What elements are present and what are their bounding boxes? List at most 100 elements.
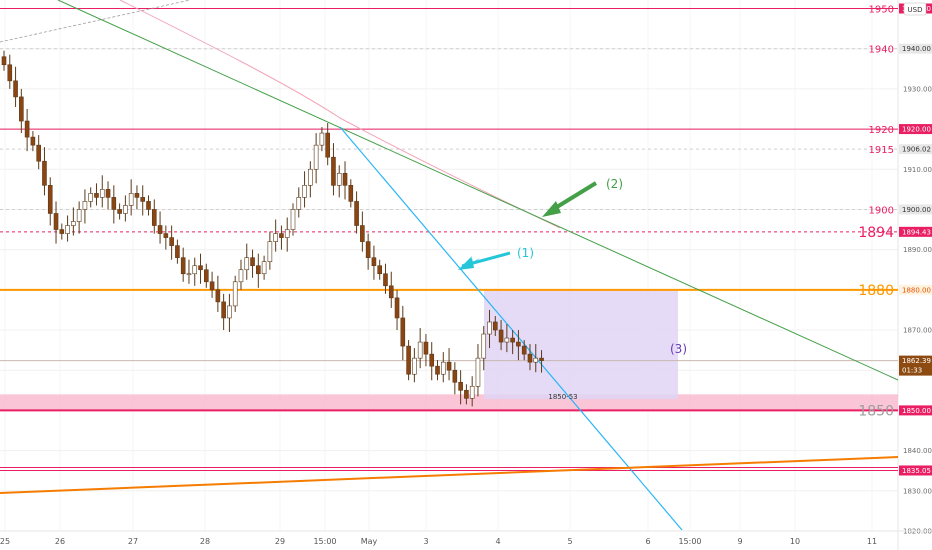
y-tick-label: 1840.00: [903, 447, 932, 455]
annotation-3: (3): [670, 342, 687, 356]
candle-body: [198, 265, 203, 271]
candle-body: [140, 197, 146, 202]
x-tick-label: 11: [867, 537, 877, 546]
candle-body: [7, 64, 13, 82]
x-tick-label: 26: [55, 537, 65, 546]
candle-body: [290, 209, 296, 230]
candle-body: [53, 213, 59, 230]
zone-label: 1850-53: [548, 393, 577, 401]
price-tag-bg: [899, 355, 932, 376]
price-tag-1835.05: 1835.05: [902, 467, 931, 475]
candle-body: [221, 301, 226, 319]
candle-body: [492, 321, 498, 331]
candle-body: [111, 197, 117, 210]
candle-body: [47, 185, 53, 214]
candle-body: [215, 289, 221, 303]
candle-body: [146, 201, 151, 210]
trendline-orange-rising: [0, 456, 899, 494]
candle-body: [440, 361, 446, 375]
candle-body: [36, 144, 41, 162]
countdown-label: 01:33: [902, 367, 922, 375]
candle-body: [354, 201, 359, 226]
candle-body: [238, 269, 244, 283]
candle-body: [400, 317, 406, 347]
candle-body: [371, 257, 377, 267]
level-label-1940: 1940: [869, 45, 894, 56]
candle-body: [423, 341, 429, 355]
candle-body: [227, 305, 232, 319]
x-tick-label: 15:00: [678, 537, 701, 546]
candle-body: [123, 205, 128, 214]
y-tick-label: 1890.00: [903, 246, 932, 254]
candle-body: [417, 341, 423, 359]
level-label-1880: 1880: [858, 283, 894, 299]
support-zone-1850-53: [0, 394, 898, 411]
candle-body: [76, 209, 82, 222]
candle-body: [71, 221, 76, 226]
level-label-1920: 1920: [869, 125, 894, 136]
candle-body: [498, 329, 504, 343]
price-tag-bg: [899, 43, 932, 54]
candle-body: [435, 365, 440, 375]
candle-body: [24, 120, 30, 138]
x-tick-label: 15:00: [313, 537, 336, 546]
currency-box[interactable]: [903, 2, 927, 16]
candle-body: [175, 245, 180, 258]
annotation-2: (2): [606, 177, 623, 191]
candle-body: [516, 341, 521, 347]
x-axis[interactable]: 25 26 27 28 29 15:00 May 3 4 5 6 15:00 9 10 11: [0, 530, 932, 546]
candle-body: [342, 172, 348, 186]
candle-body: [273, 233, 278, 242]
candle-body: [169, 237, 174, 246]
candle-body: [533, 357, 539, 363]
x-tick-label: May: [361, 537, 378, 546]
x-tick-label: 6: [645, 537, 650, 546]
candle-body: [521, 345, 527, 355]
candle-body: [383, 273, 388, 287]
candle-body: [59, 229, 65, 234]
candle-body: [406, 345, 411, 375]
candle-body: [313, 144, 319, 170]
candle-body: [180, 257, 186, 275]
level-label-1915: 1915: [869, 145, 894, 156]
candle-body: [13, 80, 18, 98]
candle-body: [134, 193, 140, 198]
candle-body: [30, 136, 36, 146]
candle-body: [267, 241, 273, 262]
candle-body: [481, 333, 487, 359]
candle-body: [446, 361, 452, 371]
x-tick-label: 29: [275, 537, 285, 546]
candle-body: [539, 357, 544, 361]
candle-body: [319, 132, 325, 146]
y-tick-label: 1930.00: [903, 85, 932, 93]
trendlines: [0, 0, 899, 531]
x-tick-label: 9: [737, 537, 742, 546]
price-tag-1862.39: 1862.39: [902, 357, 931, 365]
candle-body: [388, 285, 394, 299]
arrow-2-shaft: [550, 181, 598, 212]
x-tick-label: 28: [200, 537, 210, 546]
price-tag-bg: [899, 465, 932, 476]
candle-body: [452, 369, 458, 383]
level-label-1850: 1850: [858, 403, 894, 419]
x-tick-label: 10: [790, 537, 800, 546]
candle-body: [82, 201, 88, 210]
arrow-2-head: [542, 201, 561, 217]
annotations: (1) (2) (3) 1850-53: [458, 177, 687, 401]
candle-body: [94, 193, 99, 198]
y-tick-label: 1830.00: [903, 487, 932, 495]
candle-body: [377, 265, 383, 275]
price-tag-bg: [899, 124, 932, 135]
candle-body: [296, 197, 302, 210]
price-tag-1940.00: 1940.00: [902, 45, 931, 53]
price-tag-1900.00: 1900.00: [902, 206, 931, 214]
grid: [0, 0, 898, 532]
currency-label: USD: [908, 6, 923, 14]
zones: [0, 289, 898, 411]
price-tag-1894.43: 1894.43: [902, 228, 931, 236]
price-tag-1906.02: 1906.02: [902, 146, 931, 154]
candle-body: [1, 56, 7, 66]
candle-body: [244, 257, 250, 271]
price-tag-1880.00: 1880.00: [902, 286, 931, 294]
